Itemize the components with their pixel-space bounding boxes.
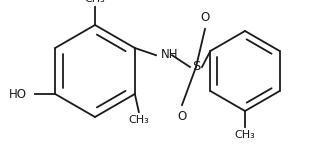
Text: S: S xyxy=(192,61,200,74)
Text: O: O xyxy=(200,11,210,24)
Text: O: O xyxy=(177,110,186,123)
Text: CH₃: CH₃ xyxy=(235,130,255,140)
Text: CH₃: CH₃ xyxy=(129,115,149,125)
Text: HO: HO xyxy=(9,87,27,101)
Text: NH: NH xyxy=(161,48,178,61)
Text: CH₃: CH₃ xyxy=(85,0,105,4)
